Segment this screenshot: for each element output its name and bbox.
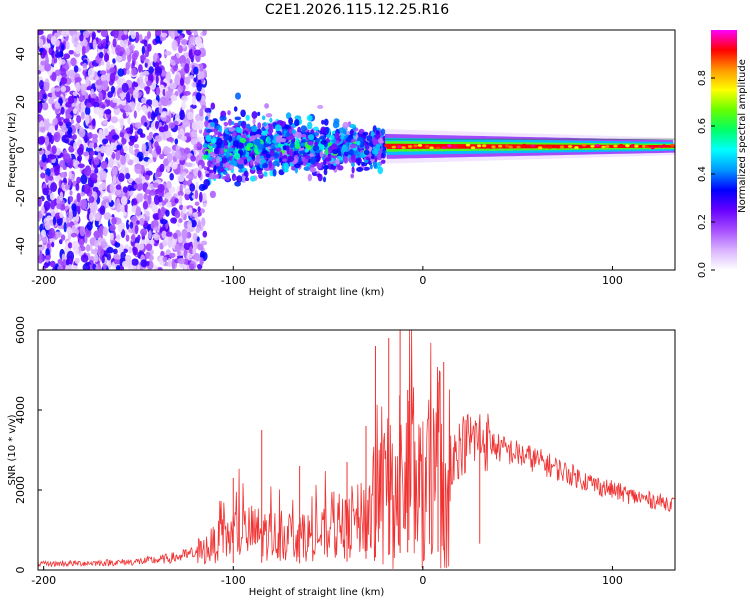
y-tick-label-bottom: 6000: [14, 316, 27, 344]
colorbar-tick-label: 0.8: [697, 70, 708, 86]
colorbar-tick-label: 0.2: [697, 214, 708, 230]
y-axis-label-top: Frequency (Hz): [7, 112, 18, 188]
plot-frame-bottom: [37, 329, 676, 571]
colorbar-tick-label: 0.4: [697, 166, 708, 182]
x-tick-label-bottom: -200: [31, 574, 56, 587]
x-axis-label-top: Height of straight line (km): [249, 287, 385, 298]
y-tick-label-top: 40: [14, 47, 27, 61]
colorbar-tick-label: 0.6: [697, 118, 708, 134]
y-tick-label-bottom: 4000: [14, 396, 27, 424]
snr-line: [38, 330, 675, 569]
x-tick-label-bottom: -100: [221, 574, 246, 587]
x-axis-label-bottom: Height of straight line (km): [249, 587, 385, 598]
colorbar-label: Normalized spectral amplitude: [737, 59, 748, 213]
y-tick-label-top: 20: [14, 95, 27, 109]
y-axis-label-bottom: SNR (10 * v/v): [7, 414, 18, 485]
x-tick-label-top: -100: [221, 274, 246, 287]
colorbar: [711, 30, 737, 270]
snr-series: [38, 330, 675, 569]
x-tick-label-bottom: 100: [602, 574, 623, 587]
x-tick-label-top: 0: [419, 274, 426, 287]
x-tick-label-top: 100: [602, 274, 623, 287]
y-tick-label-top: 0: [14, 147, 27, 154]
chart-title: C2E1.2026.115.12.25.R16: [264, 2, 450, 18]
x-tick-label-bottom: 0: [419, 574, 426, 587]
colorbar-tick-label: 0.0: [697, 262, 708, 278]
y-tick-label-top: -20: [14, 189, 27, 207]
y-tick-label-bottom: 0: [14, 567, 27, 574]
x-tick-label-top: -200: [31, 274, 56, 287]
y-tick-label-top: -40: [14, 237, 27, 255]
spectrogram-cells: [38, 30, 675, 270]
y-tick-label-bottom: 2000: [14, 476, 27, 504]
